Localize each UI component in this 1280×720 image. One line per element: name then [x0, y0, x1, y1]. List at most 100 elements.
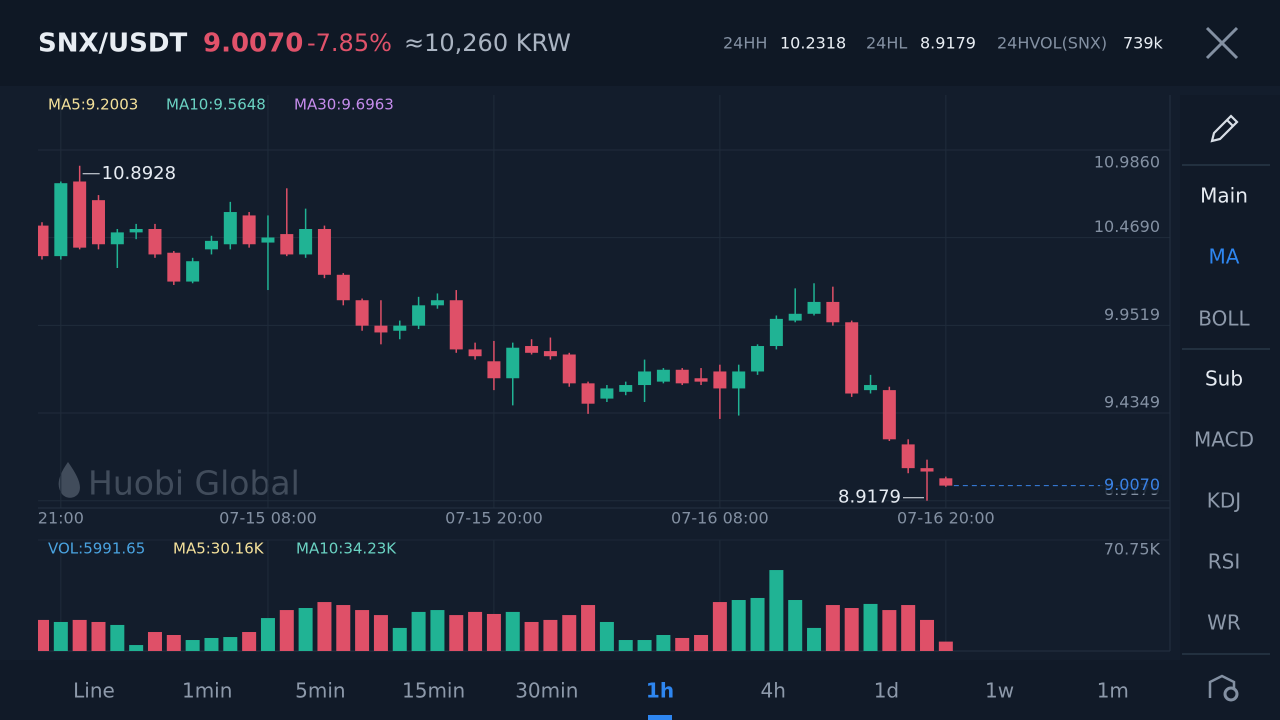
volume-bar	[223, 637, 238, 651]
close-button[interactable]	[1205, 26, 1239, 60]
candle-body	[751, 346, 765, 372]
candle-body	[73, 181, 87, 248]
volume-bar	[110, 624, 125, 651]
candle-body	[600, 388, 614, 399]
candle-body	[204, 240, 218, 250]
volume-bar	[430, 610, 445, 651]
interval-tab[interactable]: 30min	[515, 679, 578, 703]
volume-bar	[844, 608, 859, 651]
interval-tab[interactable]: 1min	[182, 679, 232, 703]
indicator-option[interactable]: RSI	[1208, 550, 1241, 574]
indicator-option[interactable]: MA	[1209, 245, 1240, 269]
plot	[38, 165, 953, 651]
interval-tab[interactable]: 15min	[402, 679, 465, 703]
settings-icon[interactable]	[1208, 674, 1239, 702]
candle-body	[864, 385, 878, 391]
interval-tab[interactable]: 5min	[295, 679, 345, 703]
candle-body	[336, 274, 350, 301]
price: 9.0070	[203, 29, 303, 59]
volume-bar	[317, 602, 332, 651]
candle-body	[901, 444, 915, 469]
candle-body	[449, 300, 463, 350]
stat-label: 24HL	[866, 34, 907, 53]
active-tab-indicator	[648, 715, 672, 720]
candle-body	[619, 385, 633, 392]
volume-bar	[694, 634, 709, 651]
candle-body	[656, 369, 670, 382]
candle-body	[506, 347, 520, 379]
candle-body	[38, 225, 49, 257]
volume-bar	[298, 608, 313, 651]
legend-entry: VOL:5991.65	[48, 540, 145, 558]
candle-body	[412, 305, 426, 326]
candle-body	[882, 390, 896, 440]
pair: SNX/USDT	[38, 29, 187, 59]
indicator-option[interactable]: MACD	[1194, 428, 1254, 452]
candle-body	[186, 261, 200, 282]
interval-bar	[0, 660, 1180, 720]
candle-body	[845, 322, 859, 394]
volume-bar	[769, 570, 784, 651]
x-tick-label: 07-15 08:00	[219, 509, 317, 528]
volume-bar	[204, 637, 219, 651]
volume-bar	[920, 619, 935, 651]
volume-bar	[147, 632, 162, 651]
volume-bar	[863, 603, 878, 651]
candle-body	[91, 200, 105, 245]
legend-entry: MA10:9.5648	[166, 96, 266, 114]
y-tick-label: 70.75K	[1104, 540, 1161, 559]
volume-bar	[411, 611, 426, 651]
candle-body	[393, 325, 407, 331]
y-tick-label: 10.4690	[1094, 217, 1160, 236]
volume-bar	[91, 621, 106, 651]
candle-body	[468, 349, 482, 357]
watermark: Huobi Global	[58, 462, 300, 503]
volume-bar	[392, 627, 407, 651]
volume-bar	[581, 605, 596, 651]
y-tick-label: 9.4349	[1104, 393, 1160, 412]
indicator-option[interactable]: WR	[1207, 611, 1241, 635]
indicator-option[interactable]: BOLL	[1198, 307, 1250, 331]
candle-body	[581, 383, 595, 404]
candle-body	[525, 346, 539, 353]
candle-body	[694, 378, 708, 382]
sidebar	[1180, 95, 1280, 720]
volume-bar	[599, 621, 614, 651]
candle-body	[110, 232, 124, 245]
interval-tab[interactable]: 1h	[646, 679, 674, 703]
indicator-option[interactable]: KDJ	[1207, 489, 1241, 513]
candle-body	[223, 212, 237, 245]
indicator-heading[interactable]: Sub	[1205, 367, 1243, 391]
volume-bar	[38, 619, 49, 651]
candle-body	[920, 468, 934, 472]
candle-body	[562, 354, 576, 384]
y-tick-label: 10.9860	[1094, 152, 1160, 171]
volume-bar	[825, 605, 840, 651]
candle-body	[261, 237, 275, 243]
candle-body	[769, 318, 783, 347]
interval-tab[interactable]: 1m	[1097, 679, 1129, 703]
candle-body	[54, 183, 68, 257]
interval-tab[interactable]: 4h	[760, 679, 785, 703]
interval-tab[interactable]: Line	[73, 679, 115, 703]
interval-tab[interactable]: 1d	[874, 679, 899, 703]
indicator-heading[interactable]: Main	[1200, 184, 1248, 208]
volume-bar	[449, 615, 464, 651]
volume-bar	[505, 611, 520, 651]
last-price-bg	[1100, 475, 1162, 494]
legend-entry: MA30:9.6963	[294, 96, 394, 114]
stat-value: 8.9179	[920, 34, 976, 53]
sidebar-dividers	[1182, 164, 1270, 655]
watermark-text: Huobi Global	[88, 464, 300, 503]
interval-tab[interactable]: 1w	[985, 679, 1014, 703]
stat-label: 24HVOL(SNX)	[997, 34, 1107, 53]
candle-body	[939, 478, 953, 486]
candle-body	[430, 300, 444, 306]
volume-bar	[524, 621, 539, 651]
draw-tool[interactable]	[1210, 114, 1239, 143]
volume-bar	[260, 618, 275, 651]
candle-body	[732, 371, 746, 389]
